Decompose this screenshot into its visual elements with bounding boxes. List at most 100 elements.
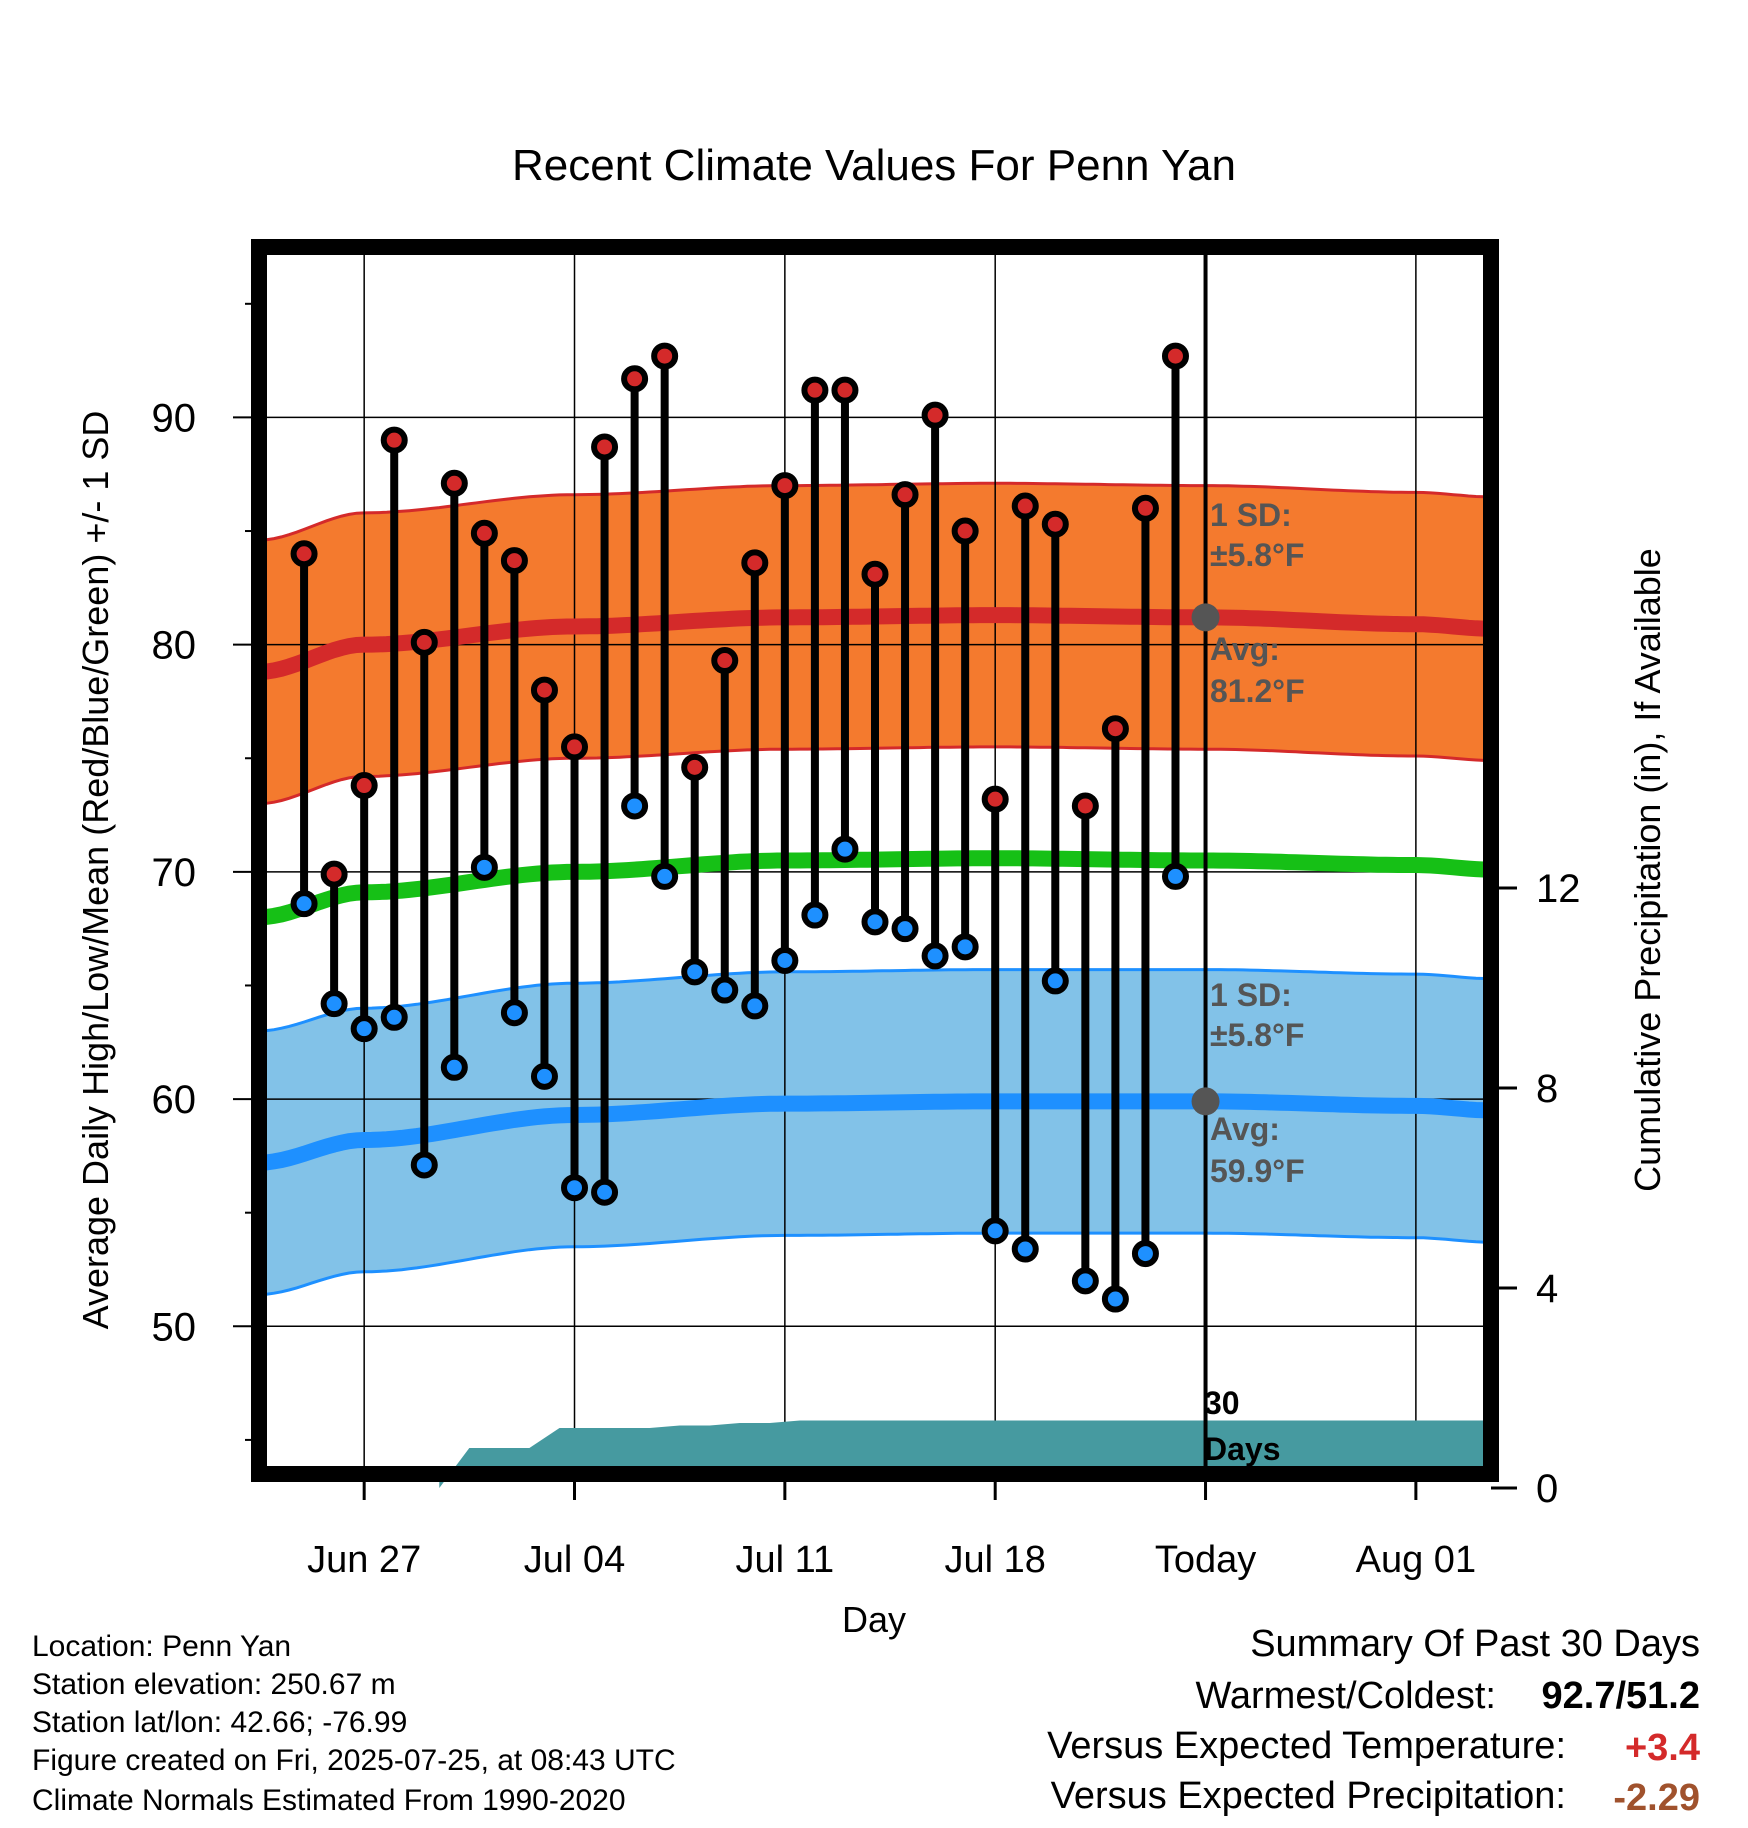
high-point-18 <box>831 376 859 404</box>
high-point-23 <box>981 785 1009 813</box>
low-point-16 <box>771 946 799 974</box>
y-tick-label-1: 60 <box>152 1078 197 1122</box>
y-tick-label-0: 50 <box>152 1305 197 1349</box>
high-point-13 <box>681 753 709 781</box>
precip-value: -2.29 <box>1613 1777 1700 1819</box>
figure-created: Figure created on Fri, 2025-07-25, at 08… <box>32 1744 676 1777</box>
y2-tick-label-3: 12 <box>1536 867 1581 911</box>
low-sd-upper-edge <box>258 968 1492 1033</box>
low-point-24 <box>1011 1235 1039 1263</box>
low-point-11 <box>621 792 649 820</box>
x-tick-labels: Jun 27 Jul 04 Jul 11 Jul 18 Today Aug 01 <box>307 1539 1476 1581</box>
today-line <box>1191 247 1220 1474</box>
high-point-28 <box>1131 494 1159 522</box>
y-tick-labels: 50 60 70 80 90 <box>152 396 197 1349</box>
high-sd-upper-edge <box>258 481 1492 542</box>
low-point-29 <box>1161 862 1189 890</box>
low-avg-line <box>258 1093 1492 1171</box>
low-point-0 <box>290 890 318 918</box>
low-sd-lower-edge <box>258 1231 1492 1296</box>
low-point-3 <box>380 1003 408 1031</box>
x-tick-label-3: Jul 18 <box>944 1539 1045 1581</box>
high-point-4 <box>410 628 438 656</box>
chart-title: Recent Climate Values For Penn Yan <box>512 141 1236 190</box>
x-tick-label-5: Aug 01 <box>1356 1539 1476 1581</box>
low-point-9 <box>561 1174 589 1202</box>
warmest-label: Warmest/Coldest: <box>1195 1675 1496 1717</box>
days-label-line2: Days <box>1204 1431 1281 1467</box>
low-point-20 <box>891 915 919 943</box>
y2-axis-label: Cumulative Precipitation (in), If Availa… <box>1627 548 1668 1192</box>
low-point-28 <box>1131 1240 1159 1268</box>
low-point-23 <box>981 1217 1009 1245</box>
y2-tick-label-0: 0 <box>1536 1467 1558 1511</box>
low-avg-label-line2: 59.9°F <box>1210 1153 1305 1189</box>
low-point-4 <box>410 1151 438 1179</box>
high-avg-label-line1: Avg: <box>1210 631 1280 667</box>
y-tick-label-3: 80 <box>152 624 197 668</box>
high-point-8 <box>530 676 558 704</box>
y-axis-label: Average Daily High/Low/Mean (Red/Blue/Gr… <box>75 411 116 1330</box>
x-tick-label-2: Jul 11 <box>736 1539 835 1581</box>
low-point-21 <box>921 942 949 970</box>
low-sd-label-line2: ±5.8°F <box>1210 1017 1304 1053</box>
summary-heading: Summary Of Past 30 Days <box>1250 1623 1700 1665</box>
low-point-10 <box>591 1178 619 1206</box>
high-point-24 <box>1011 492 1039 520</box>
low-point-26 <box>1071 1267 1099 1295</box>
low-point-1 <box>320 990 348 1018</box>
low-point-17 <box>801 901 829 929</box>
x-axis-label: Day <box>842 1599 906 1640</box>
station-elevation: Station elevation: 250.67 m <box>32 1668 396 1701</box>
x-tick-label-4: Today <box>1155 1539 1256 1581</box>
daily-stems <box>300 356 1180 1300</box>
x-tick-label-1: Jul 04 <box>524 1539 625 1581</box>
high-avg-today-marker <box>1191 603 1220 632</box>
low-point-5 <box>440 1053 468 1081</box>
high-point-20 <box>891 481 919 509</box>
high-point-22 <box>951 517 979 545</box>
high-sd-label-line2: ±5.8°F <box>1210 537 1304 573</box>
high-point-19 <box>861 560 889 588</box>
frame-rect <box>251 239 1499 1482</box>
low-point-25 <box>1041 967 1069 995</box>
low-point-27 <box>1101 1285 1129 1313</box>
high-point-2 <box>350 772 378 800</box>
daily-points <box>290 342 1189 1313</box>
high-point-0 <box>290 540 318 568</box>
low-point-13 <box>681 958 709 986</box>
temp-label: Versus Expected Temperature: <box>1047 1725 1566 1767</box>
high-point-11 <box>621 365 649 393</box>
high-point-9 <box>561 733 589 761</box>
low-point-8 <box>530 1062 558 1090</box>
low-avg-label-line1: Avg: <box>1210 1111 1280 1147</box>
station-location: Location: Penn Yan <box>32 1630 291 1663</box>
y2-tick-labels: 0 4 8 12 <box>1536 867 1581 1511</box>
low-point-6 <box>470 853 498 881</box>
low-point-12 <box>651 862 679 890</box>
y2-tick-label-2: 8 <box>1536 1067 1558 1111</box>
high-point-15 <box>741 549 769 577</box>
tick-marks <box>233 302 1517 1500</box>
high-point-29 <box>1161 342 1189 370</box>
high-avg-label-line2: 81.2°F <box>1210 673 1305 709</box>
high-point-6 <box>470 519 498 547</box>
plot-frame <box>251 239 1499 1482</box>
low-point-19 <box>861 908 889 936</box>
days-label-line1: 30 <box>1204 1385 1240 1421</box>
high-point-10 <box>591 433 619 461</box>
low-point-18 <box>831 835 859 863</box>
y2-tick-label-1: 4 <box>1536 1267 1558 1311</box>
low-point-14 <box>711 976 739 1004</box>
low-point-15 <box>741 992 769 1020</box>
low-sd-label-line1: 1 SD: <box>1210 977 1292 1013</box>
high-point-27 <box>1101 715 1129 743</box>
high-point-14 <box>711 647 739 675</box>
precip-label: Versus Expected Precipitation: <box>1051 1775 1566 1817</box>
temp-value: +3.4 <box>1625 1727 1700 1769</box>
x-tick-label-0: Jun 27 <box>307 1539 421 1581</box>
high-point-5 <box>440 469 468 497</box>
low-avg-today-marker <box>1191 1087 1220 1116</box>
high-point-7 <box>500 547 528 575</box>
